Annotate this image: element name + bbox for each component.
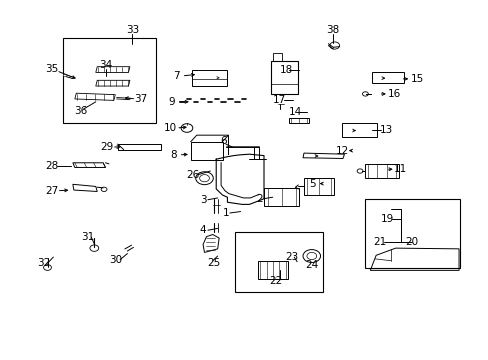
Text: 15: 15 <box>410 74 424 84</box>
Text: 6: 6 <box>220 136 227 146</box>
Text: 5: 5 <box>309 179 315 189</box>
Text: 13: 13 <box>380 125 393 135</box>
Text: 28: 28 <box>45 161 59 171</box>
Bar <box>341 123 376 137</box>
Bar <box>272 53 281 61</box>
Text: 37: 37 <box>134 94 147 104</box>
Bar <box>63 39 156 123</box>
Text: 25: 25 <box>207 258 221 268</box>
Text: 18: 18 <box>279 64 292 75</box>
Bar <box>271 61 298 94</box>
Bar <box>258 261 288 279</box>
Bar <box>365 199 459 268</box>
Text: 1: 1 <box>222 208 229 218</box>
Text: 2: 2 <box>255 194 262 204</box>
Bar <box>304 178 333 195</box>
Bar <box>365 164 398 178</box>
Bar <box>234 232 322 292</box>
Text: 22: 22 <box>269 276 282 286</box>
Text: 16: 16 <box>387 89 401 99</box>
Text: 23: 23 <box>285 252 298 262</box>
Bar <box>371 72 403 83</box>
Text: 7: 7 <box>173 71 179 81</box>
Text: 9: 9 <box>168 97 174 107</box>
Text: 10: 10 <box>163 123 177 133</box>
Text: 38: 38 <box>326 25 339 35</box>
Text: 19: 19 <box>381 215 394 224</box>
Bar <box>190 141 222 160</box>
Text: 11: 11 <box>393 164 407 174</box>
Text: 33: 33 <box>125 25 139 35</box>
Text: 17: 17 <box>272 95 285 105</box>
Text: 4: 4 <box>199 225 206 235</box>
Text: 3: 3 <box>199 195 206 205</box>
Text: 36: 36 <box>74 106 87 116</box>
Text: 31: 31 <box>81 232 94 242</box>
Text: 30: 30 <box>108 255 122 265</box>
Text: 21: 21 <box>373 237 386 247</box>
Text: 29: 29 <box>100 142 113 152</box>
Text: 8: 8 <box>170 150 177 160</box>
Text: 12: 12 <box>335 145 348 156</box>
Bar <box>264 188 299 206</box>
Text: 27: 27 <box>45 186 59 196</box>
Bar <box>118 144 160 149</box>
Text: 34: 34 <box>99 60 112 70</box>
Text: 32: 32 <box>37 258 50 268</box>
Text: 24: 24 <box>305 260 318 270</box>
Bar <box>192 70 227 86</box>
Text: 35: 35 <box>45 64 59 74</box>
Text: 14: 14 <box>288 107 302 117</box>
Text: 26: 26 <box>186 170 200 180</box>
Text: 20: 20 <box>405 237 417 247</box>
